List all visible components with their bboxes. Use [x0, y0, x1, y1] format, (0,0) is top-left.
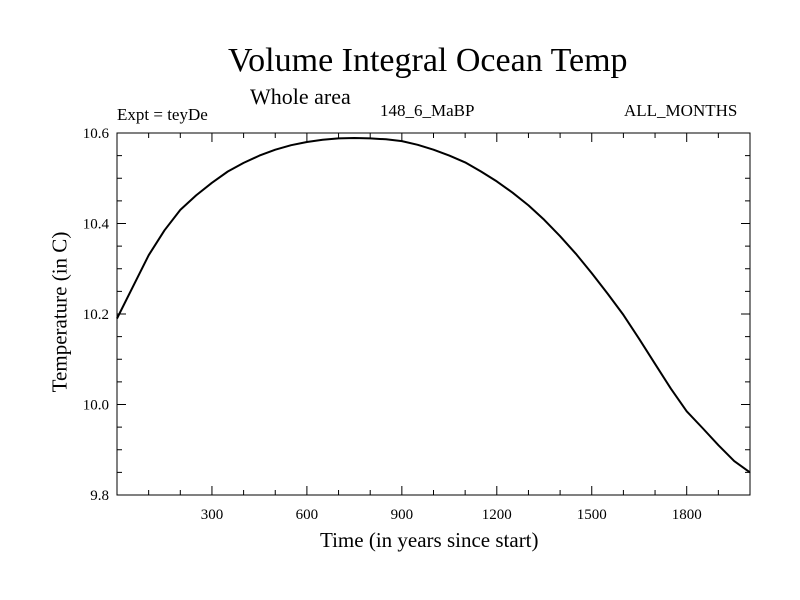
data-point	[163, 229, 166, 231]
data-point	[353, 137, 355, 139]
data-point	[575, 253, 577, 255]
x-axis-label: Time (in years since start)	[320, 528, 539, 552]
plot-frame	[116, 132, 751, 496]
data-point	[274, 149, 276, 151]
y-tick-label: 9.8	[90, 488, 109, 504]
data-point	[243, 162, 245, 164]
data-point	[132, 286, 134, 288]
x-tick-label: 900	[391, 507, 414, 523]
data-point	[227, 170, 229, 173]
data-point	[749, 471, 751, 473]
chart-subtitle: Whole area	[250, 84, 351, 109]
data-point	[606, 293, 609, 295]
x-tick-label: 300	[201, 507, 224, 523]
data-point	[258, 155, 261, 157]
data-point	[195, 194, 197, 197]
data-point	[591, 272, 593, 274]
data-point	[622, 314, 625, 316]
x-tick-label: 1800	[672, 507, 702, 523]
data-point	[686, 410, 688, 412]
y-tick-label: 10.0	[83, 398, 109, 414]
data-point	[733, 460, 735, 462]
data-point	[496, 180, 498, 183]
data-point	[211, 182, 213, 184]
data-point	[448, 155, 450, 157]
y-tick-label: 10.6	[83, 126, 110, 142]
data-point	[179, 209, 181, 211]
run-label: 148_6_MaBP	[380, 101, 475, 120]
data-point	[543, 219, 545, 221]
data-point	[369, 137, 371, 140]
data-point	[417, 144, 419, 146]
data-point	[717, 444, 719, 446]
y-axis-label: Temperature (in C)	[47, 231, 72, 393]
data-point	[701, 427, 704, 429]
x-tick-label: 1500	[577, 507, 607, 523]
data-point	[116, 317, 118, 320]
months-label: ALL_MONTHS	[624, 101, 738, 120]
x-tick-label: 600	[296, 507, 319, 523]
data-point	[670, 388, 672, 390]
series-line	[116, 137, 751, 474]
data-point	[527, 204, 530, 206]
data-point	[401, 140, 403, 142]
tick-marks	[117, 133, 750, 495]
data-point	[337, 137, 340, 140]
data-point	[148, 254, 150, 256]
data-point	[306, 141, 308, 143]
x-tick-label: 1200	[482, 507, 512, 523]
series-points	[116, 137, 751, 473]
data-point	[512, 192, 514, 194]
chart-title: Volume Integral Ocean Temp	[228, 42, 628, 79]
data-point	[385, 138, 387, 140]
y-tick-label: 10.4	[83, 217, 110, 233]
data-point	[638, 338, 640, 340]
tick-labels: 300 600 900 1200 1500 1800 9.8 10.0 10.2 10.4 10.6	[83, 126, 702, 523]
data-point	[322, 139, 324, 141]
data-point	[464, 161, 466, 164]
y-tick-label: 10.2	[83, 307, 109, 323]
data-point	[432, 149, 435, 151]
experiment-label: Expt = teyDe	[117, 105, 208, 124]
data-point	[290, 144, 292, 146]
data-point	[559, 235, 561, 237]
data-point	[654, 363, 656, 365]
data-point	[480, 170, 482, 173]
